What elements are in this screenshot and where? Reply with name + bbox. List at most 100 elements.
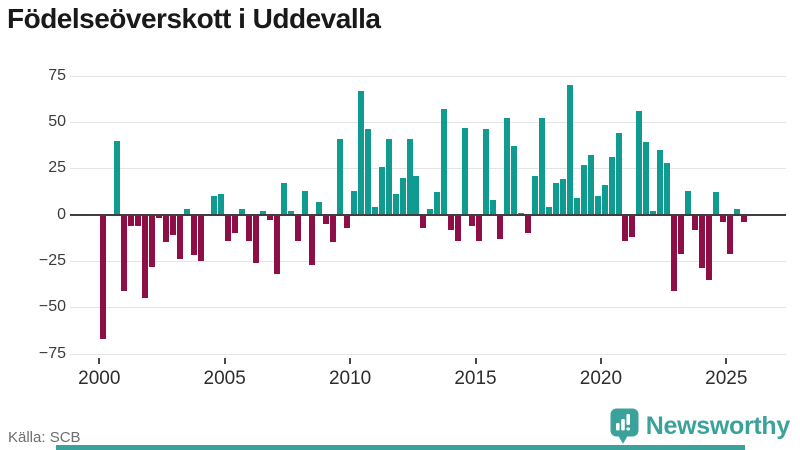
bar-negative	[274, 214, 281, 274]
gridline	[70, 122, 786, 124]
bar-negative	[678, 214, 685, 254]
x-axis-tick-label: 2010	[328, 368, 372, 389]
bar-positive	[552, 183, 559, 215]
bar-positive	[685, 190, 692, 215]
bar-positive	[427, 209, 434, 215]
bar-positive	[713, 192, 720, 215]
x-axis-tick-label: 2000	[78, 368, 121, 389]
bar-positive	[601, 185, 608, 215]
bar-negative	[699, 214, 706, 269]
bar-negative	[343, 214, 350, 228]
bar-positive	[594, 196, 601, 215]
bar-positive	[559, 179, 566, 215]
y-axis-tick-label: −25	[38, 252, 66, 270]
bar-positive	[566, 84, 573, 215]
x-axis-tick-mark	[349, 358, 352, 364]
bar-positive	[239, 209, 246, 215]
bar-negative	[622, 214, 629, 241]
bar-positive	[573, 198, 580, 215]
source-label: Källa: SCB	[8, 429, 81, 446]
bar-negative	[169, 214, 176, 236]
bar-positive	[511, 146, 517, 215]
bar-positive	[531, 175, 538, 215]
bar-positive	[413, 175, 420, 215]
bar-positive	[733, 209, 740, 215]
bar-positive	[218, 194, 225, 215]
bar-positive	[657, 149, 664, 215]
zero-line	[70, 213, 786, 216]
bar-negative	[726, 214, 733, 254]
bar-positive	[587, 155, 594, 215]
bar-positive	[392, 194, 399, 215]
bar-positive	[615, 133, 622, 215]
bar-negative	[629, 214, 636, 237]
gridline	[70, 261, 786, 263]
bar-negative	[469, 214, 476, 226]
bar-negative	[225, 214, 232, 241]
bar-positive	[608, 157, 615, 215]
bar-negative	[253, 214, 260, 263]
x-axis-tick-mark	[223, 358, 226, 364]
y-axis-tick-label: −50	[38, 298, 66, 316]
bar-positive	[385, 138, 392, 215]
bar-negative	[267, 214, 274, 221]
x-axis-tick-mark	[474, 358, 477, 364]
y-axis-tick-label: 0	[57, 205, 66, 223]
bar-positive	[434, 192, 441, 215]
bar-negative	[162, 214, 169, 243]
bar-positive	[483, 129, 490, 215]
bar-negative	[448, 214, 455, 230]
bar-positive	[281, 183, 288, 215]
bar-positive	[378, 166, 385, 215]
bar-positive	[350, 190, 357, 215]
bar-negative	[127, 214, 134, 226]
bar-positive	[364, 129, 371, 215]
bar-positive	[260, 210, 267, 215]
bar-positive	[580, 164, 587, 215]
bar-positive	[183, 209, 190, 215]
bar-positive	[315, 201, 322, 215]
bar-negative	[155, 214, 162, 219]
brand-block: Newsworthy	[610, 405, 790, 447]
bar-positive	[504, 118, 511, 215]
gridline	[70, 75, 786, 77]
bar-negative	[197, 214, 204, 262]
bar-negative	[141, 214, 148, 299]
bar-negative	[176, 214, 183, 260]
bar-negative	[420, 214, 427, 228]
bar-positive	[643, 142, 650, 215]
bar-negative	[524, 214, 531, 234]
bar-positive	[441, 109, 448, 215]
newsworthy-logo-icon	[610, 408, 639, 445]
plot-area: 75 50 25 0 −25 −50 −75 2000 2005 2010 2015 2020 2025	[38, 67, 786, 389]
bar-positive	[650, 210, 657, 215]
page-title: Födelseöverskott i Uddevalla	[7, 3, 381, 34]
bar-positive	[288, 210, 295, 215]
x-axis-tick-mark	[599, 358, 602, 364]
bar-negative	[232, 214, 239, 234]
bar-negative	[455, 214, 462, 241]
bar-positive	[399, 177, 406, 215]
bar-positive	[113, 140, 120, 215]
y-axis-tick-label: 25	[48, 159, 66, 177]
x-axis-tick-label: 2020	[579, 368, 623, 389]
bar-positive	[462, 127, 469, 215]
bar-negative	[134, 214, 141, 226]
bar-positive	[371, 207, 378, 215]
bar-positive	[636, 110, 643, 215]
bar-negative	[295, 214, 302, 241]
bar-negative	[329, 214, 336, 243]
bar-negative	[308, 214, 315, 265]
x-axis-tick-mark	[725, 358, 728, 364]
gridline	[70, 168, 786, 170]
bar-negative	[246, 214, 253, 241]
gridline	[70, 307, 786, 309]
bar-negative	[100, 214, 106, 339]
bar-positive	[406, 138, 413, 215]
bar-negative	[692, 214, 699, 230]
bar-negative	[322, 214, 329, 224]
x-axis-tick-label: 2025	[705, 368, 748, 389]
bar-negative	[740, 214, 747, 223]
x-axis-tick-label: 2005	[203, 368, 246, 389]
